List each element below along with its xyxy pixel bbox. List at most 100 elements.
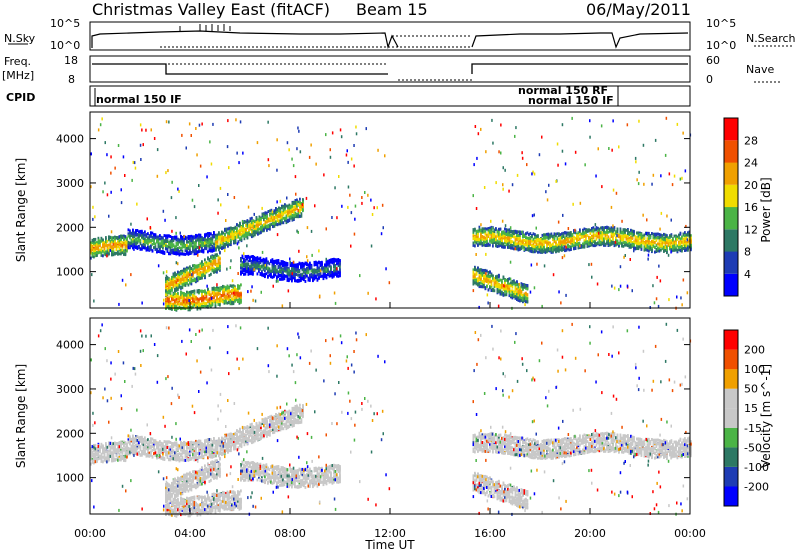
power-cell <box>94 254 97 258</box>
power-cell <box>555 250 557 253</box>
power-cell <box>571 243 574 247</box>
power-cell <box>177 247 179 251</box>
power-cell <box>233 226 235 230</box>
power-cell <box>331 258 334 261</box>
power-cell <box>601 228 604 232</box>
power-cell <box>216 288 218 291</box>
power-cell <box>201 264 203 268</box>
power-cell <box>642 241 644 245</box>
power-cell <box>306 261 308 265</box>
power-cell <box>172 244 175 248</box>
power-cell <box>643 240 646 244</box>
power-cell <box>481 227 484 231</box>
power-cell <box>129 231 131 235</box>
power-cell <box>174 295 176 299</box>
power-cell <box>145 246 148 250</box>
power-cell <box>607 240 610 244</box>
power-cell <box>288 210 291 214</box>
power-cell <box>628 239 631 242</box>
power-cell <box>603 241 605 245</box>
power-cell <box>562 240 565 244</box>
power-cell <box>492 234 494 237</box>
power-cell <box>505 233 508 237</box>
power-cell <box>207 305 209 309</box>
power-cell <box>546 232 548 236</box>
power-cell <box>114 244 116 248</box>
power-cell <box>94 245 97 249</box>
power-cell <box>568 236 571 240</box>
power-cell <box>597 235 599 239</box>
power-cell <box>265 259 268 263</box>
power-cell <box>240 295 242 299</box>
power-cell <box>151 249 154 253</box>
power-cell <box>589 239 592 242</box>
power-cell <box>486 239 488 243</box>
power-cell <box>199 297 202 301</box>
power-cell <box>227 231 229 235</box>
power-cell <box>630 245 632 249</box>
power-cell <box>514 238 517 242</box>
power-cell <box>591 236 593 240</box>
power-cell <box>504 233 506 237</box>
power-cell <box>193 291 196 295</box>
power-cell <box>579 228 581 232</box>
power-cell <box>324 272 326 276</box>
power-cell <box>180 277 182 281</box>
power-cell <box>516 234 518 238</box>
power-cell <box>286 276 289 280</box>
power-cell <box>627 232 629 236</box>
power-cell <box>216 245 219 249</box>
power-cell <box>168 282 170 286</box>
power-cell <box>511 244 514 248</box>
power-cell <box>168 291 170 295</box>
power-cell <box>631 233 634 237</box>
power-cell <box>246 264 248 267</box>
power-cell <box>260 217 262 221</box>
power-cell <box>544 250 547 254</box>
power-cell <box>160 250 163 254</box>
power-cell <box>273 271 275 275</box>
power-cell <box>150 247 152 251</box>
power-cell <box>225 227 228 231</box>
power-cell <box>295 279 298 283</box>
power-cell <box>117 252 119 256</box>
power-cell <box>267 210 270 213</box>
power-cell <box>186 273 188 277</box>
power-cell <box>180 242 182 246</box>
power-cell <box>489 239 491 243</box>
power-cell <box>222 240 225 244</box>
power-cell <box>262 274 265 278</box>
power-cell <box>269 219 271 223</box>
power-cell <box>177 286 179 290</box>
power-cell <box>600 240 602 244</box>
power-cell <box>250 272 253 276</box>
power-cell <box>508 240 511 244</box>
power-cell <box>186 236 188 240</box>
power-cell <box>585 229 587 233</box>
power-cell <box>283 274 286 278</box>
power-cell <box>627 235 629 238</box>
power-cell <box>272 218 274 222</box>
power-cell <box>105 243 107 247</box>
power-cell <box>293 214 295 218</box>
power-cell <box>202 242 205 246</box>
power-cell <box>604 242 607 246</box>
power-cell <box>484 243 487 247</box>
power-cell <box>646 239 649 243</box>
power-cell <box>316 263 319 267</box>
power-cell <box>133 231 136 235</box>
power-cell <box>90 241 92 245</box>
power-cell <box>269 227 271 231</box>
power-cell <box>237 299 239 302</box>
power-cell <box>273 267 275 271</box>
power-cell <box>325 265 328 269</box>
power-cell <box>504 231 506 235</box>
power-cell <box>168 245 170 249</box>
power-cell <box>302 209 304 213</box>
power-cell <box>139 247 142 251</box>
power-cell <box>219 244 222 247</box>
power-cell <box>172 275 175 279</box>
power-cell <box>205 263 208 267</box>
power-cell <box>198 264 200 268</box>
power-cell <box>201 299 203 303</box>
